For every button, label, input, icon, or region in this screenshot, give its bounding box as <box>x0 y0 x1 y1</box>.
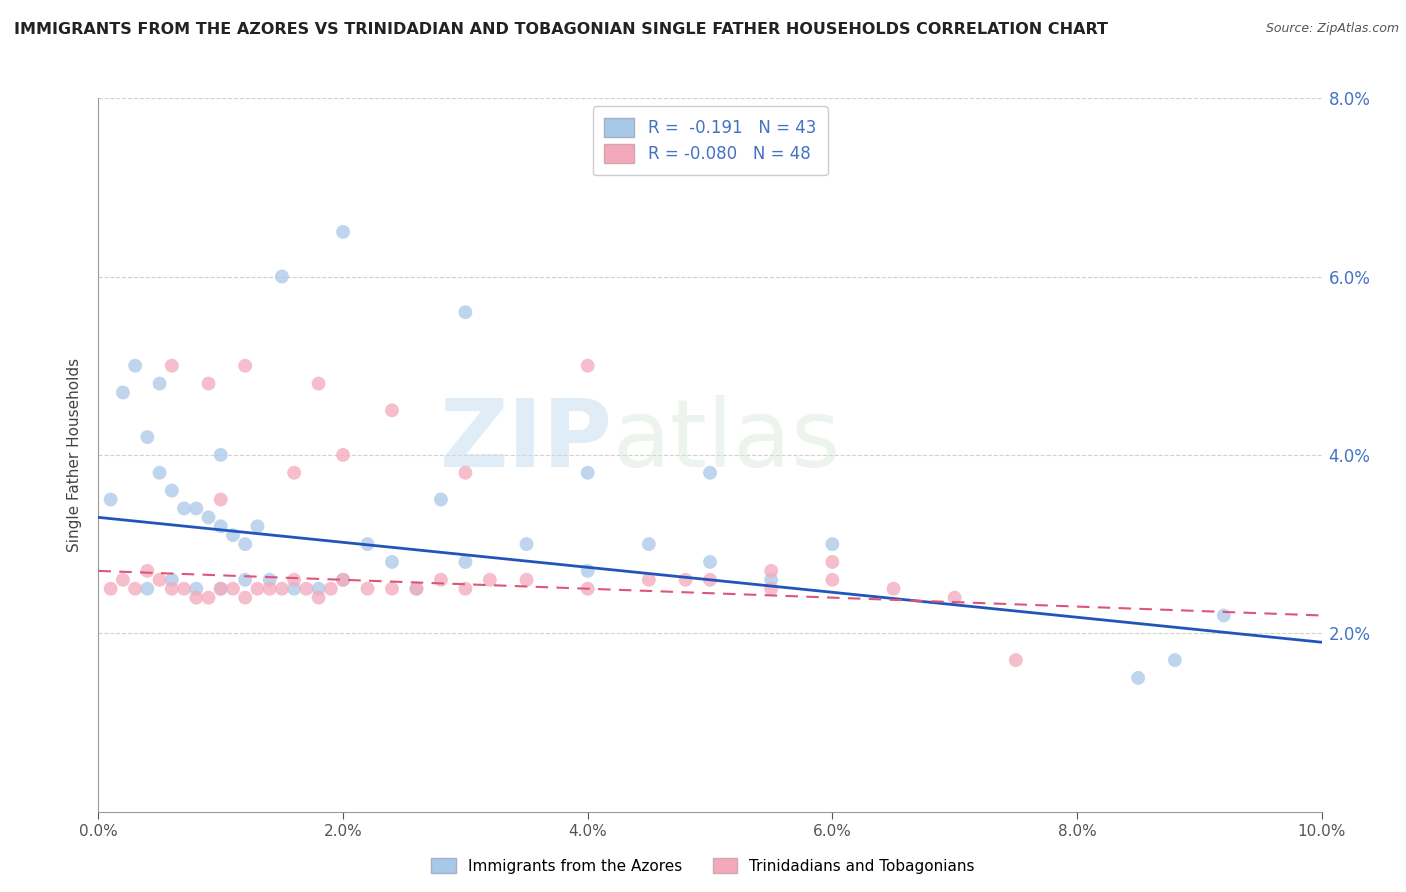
Point <box>136 582 159 596</box>
Point <box>478 573 501 587</box>
Point <box>332 225 354 239</box>
Point <box>356 537 378 551</box>
Point <box>259 573 281 587</box>
Point <box>209 582 232 596</box>
Point <box>246 519 269 533</box>
Point <box>381 555 404 569</box>
Point <box>186 591 208 605</box>
Point <box>308 582 330 596</box>
Point <box>197 376 219 391</box>
Point <box>246 582 269 596</box>
Point <box>430 492 453 507</box>
Point <box>381 582 404 596</box>
Point <box>576 359 599 373</box>
Point <box>883 582 905 596</box>
Point <box>233 359 256 373</box>
Text: atlas: atlas <box>612 394 841 487</box>
Point <box>1004 653 1026 667</box>
Point <box>821 555 844 569</box>
Point <box>381 403 404 417</box>
Point <box>699 555 721 569</box>
Point <box>160 582 183 596</box>
Point <box>356 582 378 596</box>
Legend: Immigrants from the Azores, Trinidadians and Tobagonians: Immigrants from the Azores, Trinidadians… <box>425 852 981 880</box>
Point <box>516 537 538 551</box>
Point <box>283 573 305 587</box>
Point <box>699 573 721 587</box>
Point <box>160 573 183 587</box>
Text: ZIP: ZIP <box>439 394 612 487</box>
Point <box>576 466 599 480</box>
Point <box>454 555 477 569</box>
Point <box>149 376 172 391</box>
Point <box>699 466 721 480</box>
Point <box>1128 671 1150 685</box>
Point <box>759 573 782 587</box>
Point <box>124 359 146 373</box>
Point <box>173 501 195 516</box>
Text: IMMIGRANTS FROM THE AZORES VS TRINIDADIAN AND TOBAGONIAN SINGLE FATHER HOUSEHOLD: IMMIGRANTS FROM THE AZORES VS TRINIDADIA… <box>14 22 1108 37</box>
Point <box>100 492 122 507</box>
Point <box>637 573 661 587</box>
Point <box>430 573 453 587</box>
Point <box>186 501 208 516</box>
Point <box>124 582 146 596</box>
Point <box>136 430 159 444</box>
Point <box>270 269 292 284</box>
Point <box>1212 608 1234 623</box>
Point <box>233 591 256 605</box>
Point <box>405 582 427 596</box>
Point <box>821 537 844 551</box>
Point <box>319 582 342 596</box>
Point <box>100 582 122 596</box>
Point <box>454 466 477 480</box>
Point <box>308 376 330 391</box>
Point <box>637 537 661 551</box>
Point <box>283 582 305 596</box>
Point <box>111 573 134 587</box>
Point <box>233 537 256 551</box>
Point <box>332 573 354 587</box>
Point <box>173 582 195 596</box>
Point <box>943 591 966 605</box>
Point <box>209 448 232 462</box>
Point <box>149 573 172 587</box>
Point <box>759 564 782 578</box>
Point <box>454 582 477 596</box>
Point <box>197 510 219 524</box>
Point <box>576 564 599 578</box>
Point <box>259 582 281 596</box>
Legend: R =  -0.191   N = 43, R = -0.080   N = 48: R = -0.191 N = 43, R = -0.080 N = 48 <box>592 106 828 175</box>
Y-axis label: Single Father Households: Single Father Households <box>67 358 83 552</box>
Point <box>821 573 844 587</box>
Point <box>209 492 232 507</box>
Point <box>222 582 245 596</box>
Point <box>675 573 697 587</box>
Point <box>1164 653 1187 667</box>
Point <box>160 359 183 373</box>
Point <box>759 582 782 596</box>
Point <box>233 573 256 587</box>
Point <box>332 448 354 462</box>
Point <box>136 564 159 578</box>
Point <box>209 582 232 596</box>
Point <box>405 582 427 596</box>
Point <box>576 582 599 596</box>
Point <box>308 591 330 605</box>
Point <box>222 528 245 542</box>
Point <box>332 573 354 587</box>
Point <box>283 466 305 480</box>
Point <box>295 582 318 596</box>
Point <box>160 483 183 498</box>
Point <box>149 466 172 480</box>
Point <box>454 305 477 319</box>
Point <box>270 582 292 596</box>
Text: Source: ZipAtlas.com: Source: ZipAtlas.com <box>1265 22 1399 36</box>
Point <box>209 519 232 533</box>
Point <box>111 385 134 400</box>
Point <box>186 582 208 596</box>
Point <box>197 591 219 605</box>
Point <box>516 573 538 587</box>
